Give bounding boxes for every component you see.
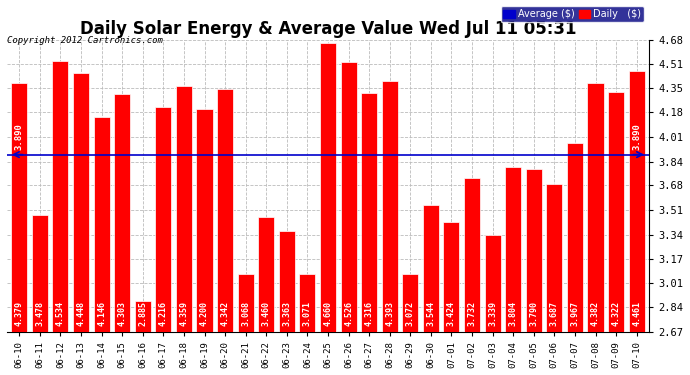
Legend: Average ($), Daily   ($): Average ($), Daily ($) <box>500 6 644 22</box>
Text: 4.379: 4.379 <box>14 302 23 326</box>
Bar <box>608 92 624 375</box>
Bar <box>341 62 357 375</box>
Bar <box>258 217 274 375</box>
Bar <box>217 89 233 375</box>
Text: 4.303: 4.303 <box>118 302 127 326</box>
Bar <box>237 274 254 375</box>
Bar <box>423 205 439 375</box>
Text: 3.478: 3.478 <box>35 302 44 326</box>
Text: 3.732: 3.732 <box>468 302 477 326</box>
Text: 3.068: 3.068 <box>241 302 250 326</box>
Bar <box>361 93 377 375</box>
Text: 4.382: 4.382 <box>591 302 600 326</box>
Text: 3.072: 3.072 <box>406 302 415 326</box>
Text: 4.526: 4.526 <box>344 302 353 326</box>
Bar <box>484 235 501 375</box>
Text: 3.804: 3.804 <box>509 302 518 326</box>
Text: 4.146: 4.146 <box>97 302 106 326</box>
Text: 4.448: 4.448 <box>77 302 86 326</box>
Bar <box>629 72 644 375</box>
Text: 4.322: 4.322 <box>611 302 620 326</box>
Bar <box>94 117 110 375</box>
Bar <box>155 107 171 375</box>
Bar <box>587 83 604 375</box>
Text: 4.660: 4.660 <box>324 302 333 326</box>
Bar <box>135 301 151 375</box>
Text: 4.216: 4.216 <box>159 302 168 326</box>
Bar <box>299 274 315 375</box>
Text: Copyright 2012 Cartronics.com: Copyright 2012 Cartronics.com <box>7 36 163 45</box>
Text: 4.342: 4.342 <box>221 302 230 326</box>
Text: 3.890: 3.890 <box>632 123 641 150</box>
Text: 3.967: 3.967 <box>571 302 580 326</box>
Bar <box>526 169 542 375</box>
Title: Daily Solar Energy & Average Value Wed Jul 11 05:31: Daily Solar Energy & Average Value Wed J… <box>80 20 576 38</box>
Text: 3.890: 3.890 <box>14 123 23 150</box>
Bar <box>546 184 562 375</box>
Text: 4.359: 4.359 <box>179 302 188 326</box>
Text: 3.363: 3.363 <box>282 302 291 326</box>
Bar <box>464 178 480 375</box>
Bar <box>402 274 418 375</box>
Text: 3.687: 3.687 <box>550 302 559 326</box>
Bar <box>52 61 68 375</box>
Bar <box>197 110 213 375</box>
Text: 3.544: 3.544 <box>426 302 435 326</box>
Bar <box>279 231 295 375</box>
Text: 2.885: 2.885 <box>138 302 147 326</box>
Text: 4.393: 4.393 <box>385 302 394 326</box>
Text: 3.424: 3.424 <box>447 302 456 326</box>
Text: 3.460: 3.460 <box>262 302 270 326</box>
Text: 3.071: 3.071 <box>303 302 312 326</box>
Bar <box>382 81 397 375</box>
Text: 4.316: 4.316 <box>364 302 374 326</box>
Text: 4.461: 4.461 <box>632 302 641 326</box>
Bar <box>32 214 48 375</box>
Bar <box>114 94 130 375</box>
Bar <box>567 143 583 375</box>
Bar <box>176 86 192 375</box>
Bar <box>444 222 460 375</box>
Text: 3.790: 3.790 <box>529 302 538 326</box>
Text: 3.339: 3.339 <box>488 302 497 326</box>
Bar <box>11 83 28 375</box>
Text: 4.200: 4.200 <box>200 302 209 326</box>
Bar <box>320 42 336 375</box>
Bar <box>73 74 89 375</box>
Bar <box>505 167 521 375</box>
Text: 4.534: 4.534 <box>56 302 65 326</box>
